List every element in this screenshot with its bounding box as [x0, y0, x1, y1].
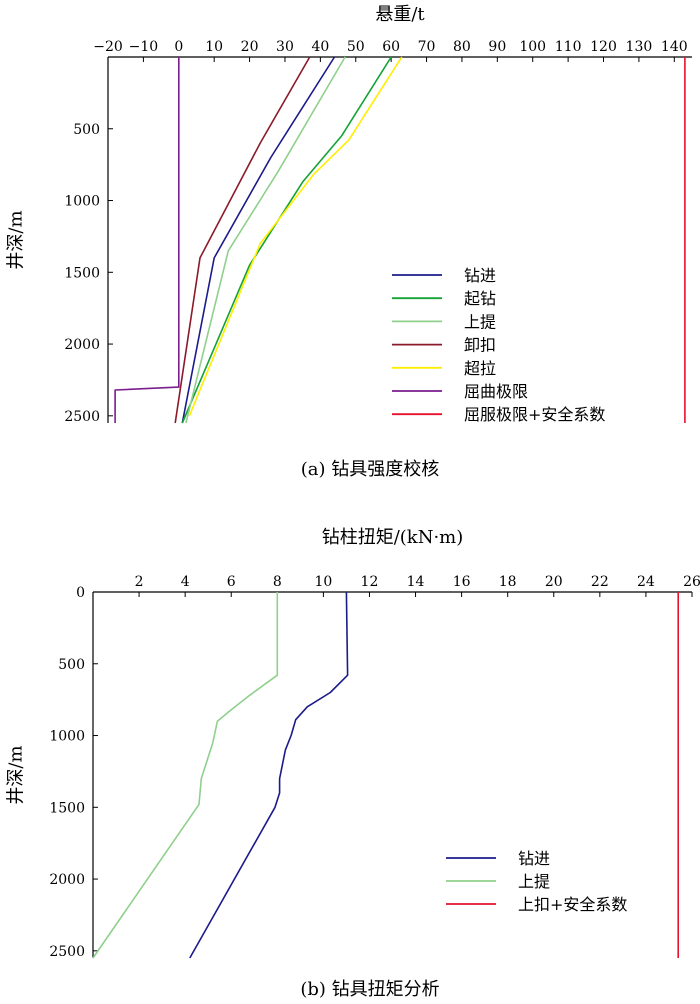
- x-tick-label: 20: [241, 39, 259, 55]
- x-tick-label: 24: [637, 574, 655, 590]
- x-tick-label: −20: [93, 39, 123, 55]
- x-tick-label: −10: [129, 39, 159, 55]
- x-tick-label: 4: [181, 574, 190, 590]
- y-axis-title: 井深/m: [6, 745, 27, 804]
- x-tick-label: 6: [227, 574, 236, 590]
- legend-label: 上扣+安全系数: [518, 895, 627, 914]
- series-line-1: [181, 56, 392, 424]
- x-tick-label: 16: [453, 574, 471, 590]
- x-axis-title: 钻柱扭矩/(kN·m): [322, 527, 464, 548]
- legend-label: 钻进: [464, 266, 496, 285]
- x-tick-label: 100: [519, 39, 546, 55]
- x-tick-label: 70: [418, 39, 436, 55]
- y-tick-label: 1000: [49, 729, 85, 745]
- figure-caption: (b) 钻具扭矩分析: [300, 979, 439, 1000]
- series-line-0: [189, 591, 349, 959]
- y-tick-label: 1500: [64, 265, 100, 281]
- x-tick-label: 120: [590, 39, 617, 55]
- y-tick-label: 2500: [49, 944, 85, 960]
- x-axis-title: 悬重/t: [375, 4, 425, 25]
- y-tick-label: 2000: [49, 872, 85, 888]
- x-tick-label: 10: [205, 39, 223, 55]
- series-line-0: [181, 56, 336, 424]
- y-tick-label: 0: [76, 585, 85, 601]
- x-tick-label: 40: [311, 39, 329, 55]
- x-tick-label: 90: [488, 39, 506, 55]
- x-tick-label: 12: [361, 574, 379, 590]
- x-tick-label: 26: [683, 574, 700, 590]
- x-tick-label: 10: [314, 574, 332, 590]
- series-line-1: [92, 592, 279, 959]
- figure-caption: (a) 钻具强度校核: [301, 459, 440, 480]
- x-tick-label: 60: [382, 39, 400, 55]
- legend-label: 上提: [464, 312, 496, 331]
- legend-label: 卸扣: [464, 336, 496, 355]
- legend-label: 上提: [518, 872, 550, 891]
- y-tick-label: 500: [73, 122, 100, 138]
- y-tick-label: 1000: [64, 194, 100, 210]
- y-tick-label: 2500: [64, 409, 100, 425]
- legend-label: 超拉: [464, 359, 496, 378]
- x-tick-label: 18: [499, 574, 517, 590]
- x-tick-label: 110: [555, 39, 582, 55]
- series-line-5: [114, 57, 180, 423]
- y-tick-label: 500: [58, 657, 85, 673]
- series-line-4: [188, 56, 403, 417]
- legend-label: 钻进: [518, 849, 550, 868]
- legend-label: 屈服极限+安全系数: [464, 405, 605, 424]
- x-tick-label: 30: [276, 39, 294, 55]
- y-tick-label: 2000: [64, 337, 100, 353]
- x-tick-label: 80: [453, 39, 471, 55]
- series-line-2: [185, 56, 346, 424]
- series-line-3: [174, 56, 311, 424]
- x-tick-label: 0: [174, 39, 183, 55]
- legend-label: 起钻: [464, 289, 496, 308]
- chart-a: 悬重/t 井深/m −20 −10 0 10 20 30 40 50 60 70 80 90 100 110 1…: [6, 4, 692, 480]
- x-tick-label: 130: [626, 39, 653, 55]
- y-tick-label: 1500: [49, 800, 85, 816]
- x-tick-label: 20: [545, 574, 563, 590]
- x-tick-label: 8: [273, 574, 282, 590]
- x-tick-label: 50: [347, 39, 365, 55]
- x-tick-label: 2: [135, 574, 144, 590]
- x-tick-label: 14: [407, 574, 425, 590]
- y-axis-title: 井深/m: [6, 210, 27, 269]
- chart-b: 钻柱扭矩/(kN·m)井深/m2 4 6 8 10 12 14 16 18 20 22 24 26050…: [6, 527, 700, 1000]
- legend-label: 屈曲极限: [464, 382, 528, 401]
- x-tick-label: 140: [661, 39, 688, 55]
- x-tick-label: 22: [591, 574, 609, 590]
